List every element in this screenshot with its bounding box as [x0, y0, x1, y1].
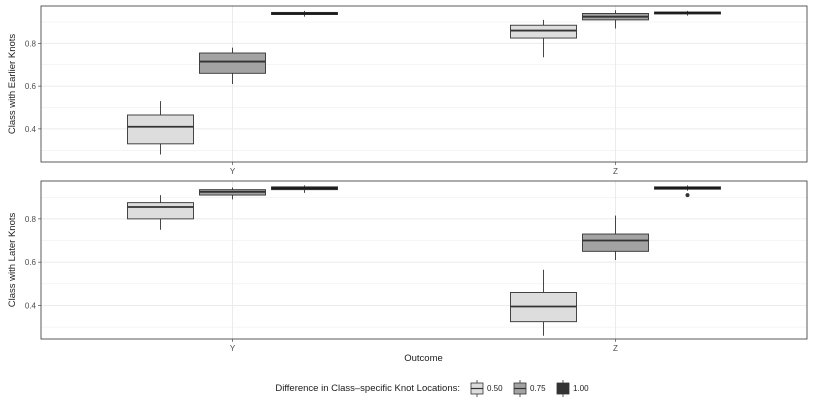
x-tick-label: Y: [230, 344, 236, 353]
x-tick-label: Y: [230, 167, 236, 176]
x-tick-label: Z: [613, 167, 618, 176]
y-tick-label: 0.4: [25, 301, 37, 310]
y-tick-label: 0.6: [25, 82, 37, 91]
legend-title: Difference in Class–specific Knot Locati…: [275, 383, 460, 394]
x-tick-label: Z: [613, 344, 618, 353]
legend-key-0.75: [513, 380, 527, 397]
panel-border: [40, 5, 808, 163]
x-axis-title: Outcome: [404, 353, 443, 364]
box-0.75: [199, 52, 266, 74]
y-tick-label: 0.8: [25, 39, 37, 48]
legend: Difference in Class–specific Knot Locati…: [275, 380, 589, 397]
legend-label: 0.75: [530, 384, 546, 393]
bottom-panel: 0.4 0.6 0.8 Y Z Class with Later Knots: [7, 180, 808, 353]
box-0.75: [582, 233, 649, 252]
y-tick-label: 0.4: [25, 125, 37, 134]
legend-key-0.50: [470, 380, 484, 397]
y-tick-label: 0.6: [25, 258, 37, 267]
y-axis-title: Class with Earlier Knots: [7, 34, 18, 135]
top-panel: 0.4 0.6 0.8 Y Z Class with Earlier Knots: [7, 5, 808, 176]
box-0.50: [127, 202, 194, 220]
y-axis-title: Class with Later Knots: [7, 212, 18, 307]
panel-border: [40, 180, 808, 340]
box-0.50: [510, 24, 577, 39]
legend-label: 1.00: [573, 384, 589, 393]
legend-label: 0.50: [487, 384, 503, 393]
box-0.50: [127, 114, 194, 145]
legend-key-1.00: [556, 380, 570, 397]
outlier-point: [685, 193, 690, 198]
y-tick-label: 0.8: [25, 215, 37, 224]
